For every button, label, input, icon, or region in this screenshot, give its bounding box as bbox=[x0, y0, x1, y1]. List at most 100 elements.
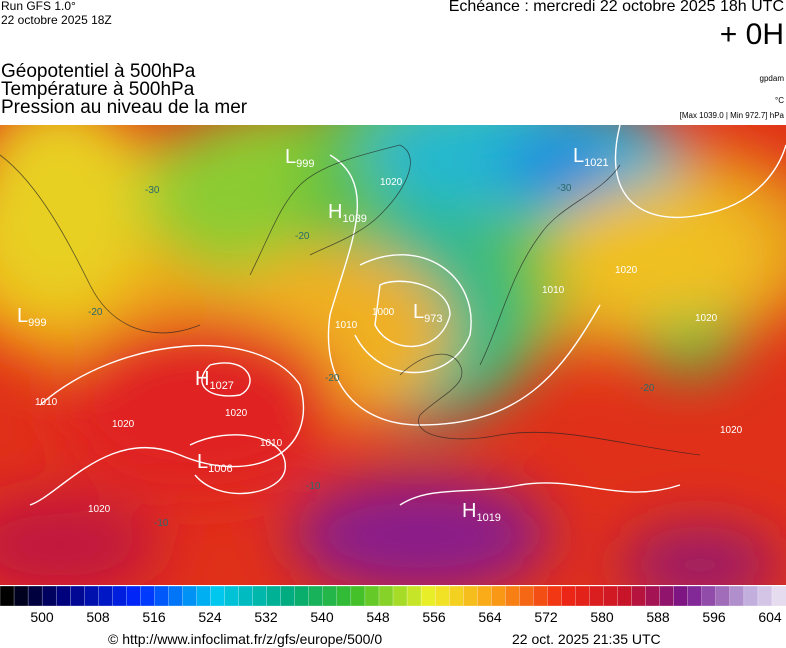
colorbar-swatch bbox=[70, 586, 85, 607]
unit: [Max 1039.0 | Min 972.7] hPa bbox=[679, 111, 784, 120]
colorbar-label: 604 bbox=[758, 609, 782, 625]
colorbar-label: 540 bbox=[310, 609, 334, 625]
pressure-center: L999 bbox=[285, 146, 314, 170]
colorbar-swatch bbox=[294, 586, 310, 607]
temperature-label: -20 bbox=[325, 373, 340, 384]
center-letter: L bbox=[413, 301, 424, 323]
colorbar-label: 556 bbox=[422, 609, 446, 625]
colorbar-swatch bbox=[238, 586, 254, 607]
colorbar-label: 564 bbox=[478, 609, 502, 625]
colorbar-swatch bbox=[519, 586, 534, 607]
colorbar-swatch bbox=[448, 586, 464, 607]
unit: °C bbox=[775, 96, 784, 105]
run-date: 22 octobre 2025 18Z bbox=[1, 13, 112, 27]
colorbar-swatch bbox=[505, 586, 520, 607]
colorbar-swatch bbox=[140, 586, 155, 607]
center-letter: L bbox=[573, 145, 584, 167]
colorbar-label: 532 bbox=[254, 609, 278, 625]
footer-updated: 22 oct. 2025 21:35 UTC bbox=[512, 631, 661, 647]
colorbar-label: 500 bbox=[30, 609, 54, 625]
isobar-label: 1010 bbox=[335, 320, 358, 331]
colorbar-swatch bbox=[364, 586, 380, 607]
colorbar-swatch bbox=[589, 586, 604, 607]
colorbar-swatch bbox=[322, 586, 338, 607]
temperature-label: -30 bbox=[145, 185, 160, 196]
field: Température à 500hPa bbox=[1, 79, 195, 100]
center-letter: L bbox=[285, 146, 296, 168]
colorbar-swatch bbox=[112, 586, 127, 607]
colorbar-label: 524 bbox=[198, 609, 222, 625]
center-letter: H bbox=[462, 500, 476, 522]
colorbar-swatch bbox=[463, 586, 478, 607]
colorbar-swatch bbox=[266, 586, 282, 607]
colorbar-swatch bbox=[491, 586, 506, 607]
pressure-center: H1019 bbox=[462, 500, 501, 524]
colorbar-swatch bbox=[168, 586, 183, 607]
isobar-label: 1010 bbox=[542, 285, 565, 296]
pressure-center: H1039 bbox=[328, 201, 367, 225]
colorbar-label: 548 bbox=[366, 609, 390, 625]
isobars bbox=[29, 125, 786, 506]
colorbar-swatch bbox=[252, 586, 268, 607]
colorbar-swatch bbox=[41, 586, 57, 607]
colorbar-swatch bbox=[631, 586, 647, 607]
temperature-label: -30 bbox=[557, 183, 572, 194]
temperature-label: -10 bbox=[306, 481, 321, 492]
center-letter: H bbox=[328, 201, 342, 223]
center-value: 1039 bbox=[342, 213, 366, 225]
isobar-label: 1020 bbox=[615, 265, 638, 276]
colorbar-swatch bbox=[743, 586, 759, 607]
isobar-label: 1020 bbox=[112, 419, 135, 430]
colorbar-swatch bbox=[98, 586, 113, 607]
center-letter: L bbox=[197, 451, 208, 473]
center-value: 999 bbox=[296, 158, 314, 170]
colorbar-swatch bbox=[561, 586, 576, 607]
unit: gpdam bbox=[759, 74, 784, 83]
colorbar-swatch bbox=[701, 586, 717, 607]
colorbar-swatch bbox=[603, 586, 619, 607]
isobar-label: 1020 bbox=[88, 504, 111, 515]
pressure-center: L999 bbox=[17, 305, 46, 329]
colorbar-swatch bbox=[533, 586, 548, 607]
colorbar-swatch bbox=[547, 586, 562, 607]
colorbar-label: 588 bbox=[646, 609, 670, 625]
colorbar-swatch bbox=[350, 586, 366, 607]
colorbar-swatch bbox=[55, 586, 71, 607]
colorbar-swatch bbox=[182, 586, 197, 607]
isobar-label: 1020 bbox=[695, 313, 718, 324]
pressure-center: L973 bbox=[413, 301, 442, 325]
colorbar-label: 580 bbox=[590, 609, 614, 625]
colorbar-swatch bbox=[336, 586, 352, 607]
colorbar-swatch bbox=[308, 586, 324, 607]
pressure-center: L1021 bbox=[573, 145, 609, 169]
center-value: 999 bbox=[28, 317, 46, 329]
colorbar-swatch bbox=[420, 586, 436, 607]
isobar-label: 1000 bbox=[372, 307, 395, 318]
temperature-label: -10 bbox=[154, 518, 169, 529]
colorbar-swatch bbox=[378, 586, 394, 607]
colorbar-swatch bbox=[645, 586, 661, 607]
colorbar-swatch bbox=[280, 586, 296, 607]
center-value: 1027 bbox=[209, 380, 233, 392]
colorbar bbox=[0, 586, 786, 607]
colorbar-swatch bbox=[210, 586, 226, 607]
center-value: 1019 bbox=[476, 512, 500, 524]
colorbar-label: 516 bbox=[142, 609, 166, 625]
temperature-label: -20 bbox=[88, 307, 103, 318]
isobar-label: 1020 bbox=[720, 425, 743, 436]
center-letter: H bbox=[195, 368, 209, 390]
colorbar-swatch bbox=[771, 586, 786, 607]
coastlines bbox=[0, 144, 701, 456]
offset: + 0H bbox=[719, 18, 784, 51]
center-letter: L bbox=[17, 305, 28, 327]
colorbar-swatch bbox=[392, 586, 408, 607]
temperature-label: -20 bbox=[295, 231, 310, 242]
colorbar-swatch bbox=[434, 586, 450, 607]
colorbar-swatch bbox=[0, 586, 15, 607]
pressure-center: H1027 bbox=[195, 368, 234, 392]
isobar-label: 1010 bbox=[35, 397, 58, 408]
colorbar-swatch bbox=[687, 586, 703, 607]
